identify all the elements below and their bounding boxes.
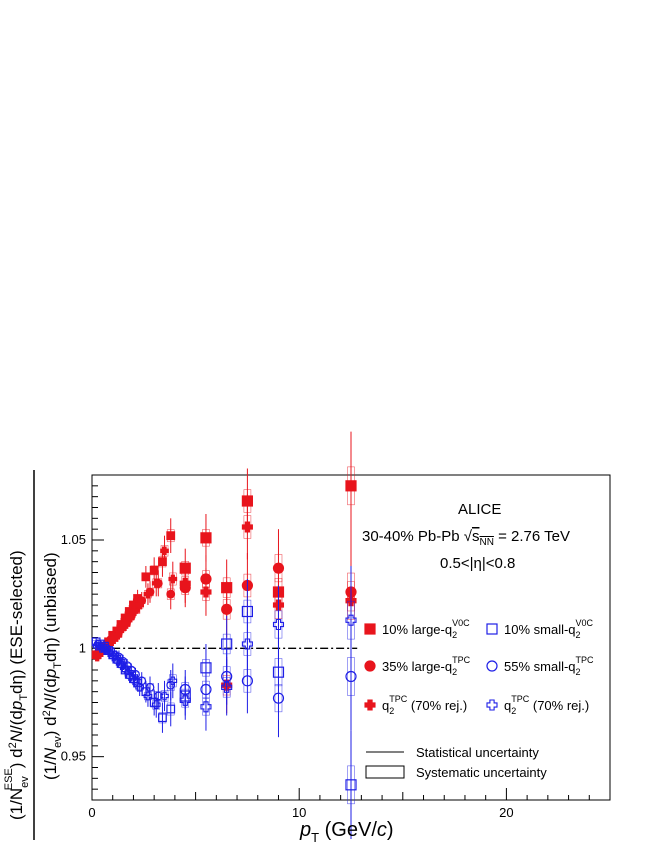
y-tick-label: 0.95 [61, 749, 86, 764]
y-tick-label: 1 [79, 640, 86, 655]
data-point [135, 600, 145, 610]
data-point [117, 624, 127, 634]
legend-entry: 10% large-q2V0C [364, 618, 470, 640]
data-point [272, 692, 285, 704]
data-point [121, 620, 131, 629]
y-axis-title-denominator: (1/Nev) d2N/(dpTdη) (unbiased) [41, 552, 64, 780]
data-point [160, 546, 169, 556]
systematic-box [274, 684, 283, 713]
y-tick-label: 1.05 [61, 532, 86, 547]
legend-marker [364, 623, 376, 635]
systematic-box [347, 765, 355, 805]
legend: 10% large-q2V0C 10% small-q2V0C 35% large-… [364, 618, 594, 780]
x-axis-title: pT (GeV/c) [299, 819, 394, 845]
legend-marker [486, 660, 498, 672]
y-axis: 0.95 1 1.05 [61, 474, 104, 801]
series-5 [92, 566, 357, 731]
legend-marker [364, 699, 376, 711]
x-axis: 0 10 20 [88, 788, 611, 820]
legend-marker [486, 623, 498, 635]
systematic-box [202, 698, 210, 716]
legend-syst: Systematic uncertainty [365, 765, 547, 780]
legend-label: 10% small-q2V0C [504, 618, 594, 640]
data-point [200, 701, 212, 713]
legend-marker [364, 660, 376, 672]
data-point [125, 613, 135, 623]
data-point [92, 652, 102, 662]
data-point [166, 589, 176, 599]
data-point [166, 704, 176, 714]
data-point [200, 586, 212, 598]
data-point [125, 672, 135, 681]
data-point [143, 589, 153, 599]
systematic-box [243, 632, 252, 656]
data-point [158, 713, 167, 723]
series-0 [91, 431, 357, 660]
legend-entry: 10% small-q2V0C [486, 618, 594, 640]
data-point [113, 630, 123, 640]
systematic-box [222, 677, 231, 698]
legend-entry: q2TPC (70% rej.) [486, 694, 589, 716]
systematic-box [347, 600, 355, 640]
data-point [168, 676, 178, 686]
eta-label: 0.5<|η|<0.8 [440, 555, 515, 572]
y-axis-title-numerator: (1/NevESE) d2N/(dpTdη) (ESE-selected) [3, 550, 31, 820]
data-point [221, 603, 233, 615]
data-point [168, 574, 178, 584]
data-point [121, 665, 131, 675]
system-label: 30-40% Pb-Pb √sNN = 2.76 TeV [362, 528, 570, 548]
data-point [151, 578, 161, 588]
data-point [241, 638, 253, 650]
data-point [345, 480, 357, 492]
data-point [151, 700, 161, 710]
data-point [158, 557, 167, 567]
data-point [149, 565, 159, 575]
legend-syst-label: Systematic uncertainty [416, 765, 547, 780]
data-point [113, 656, 123, 666]
systematic-box [181, 693, 190, 708]
data-point [221, 681, 233, 693]
data-point [272, 618, 285, 631]
data-point [345, 779, 357, 791]
data-point [105, 648, 114, 658]
legend-syst-box [365, 765, 405, 779]
data-point [145, 682, 155, 692]
data-point [200, 532, 212, 544]
systematic-box [274, 610, 283, 639]
legend-stat-label: Statistical uncertainty [416, 745, 539, 760]
experiment-label: ALICE [458, 501, 501, 518]
legend-stat: Statistical uncertainty [366, 745, 539, 760]
data-point [345, 614, 357, 626]
data-point [143, 691, 153, 701]
legend-label: 55% small-q2TPC [504, 655, 594, 677]
data-point [109, 652, 119, 662]
x-tick-label: 0 [88, 805, 95, 820]
legend-label: q2TPC (70% rej.) [382, 694, 467, 716]
y-axis-title: (1/NevESE) d2N/(dpTdη) (ESE-selected) (1… [3, 470, 64, 840]
legend-marker [486, 699, 498, 711]
data-point [109, 635, 119, 645]
data-point [117, 661, 127, 671]
x-tick-label: 20 [499, 805, 513, 820]
legend-label: q2TPC (70% rej.) [504, 694, 589, 716]
data-marks [91, 431, 357, 839]
data-point [130, 607, 139, 616]
legend-entry: q2TPC (70% rej.) [364, 694, 467, 716]
data-point [179, 577, 191, 589]
data-point [141, 572, 151, 582]
data-point [241, 521, 253, 533]
data-point [160, 691, 169, 701]
data-point [179, 694, 191, 706]
data-point [135, 682, 145, 692]
legend-entry: 55% small-q2TPC [486, 655, 594, 677]
x-tick-label: 10 [292, 805, 306, 820]
data-point [153, 691, 163, 701]
legend-entry: 35% large-q2TPC [364, 655, 471, 677]
data-point [166, 531, 176, 541]
legend-label: 10% large-q2V0C [382, 618, 470, 640]
legend-label: 35% large-q2TPC [382, 655, 471, 677]
